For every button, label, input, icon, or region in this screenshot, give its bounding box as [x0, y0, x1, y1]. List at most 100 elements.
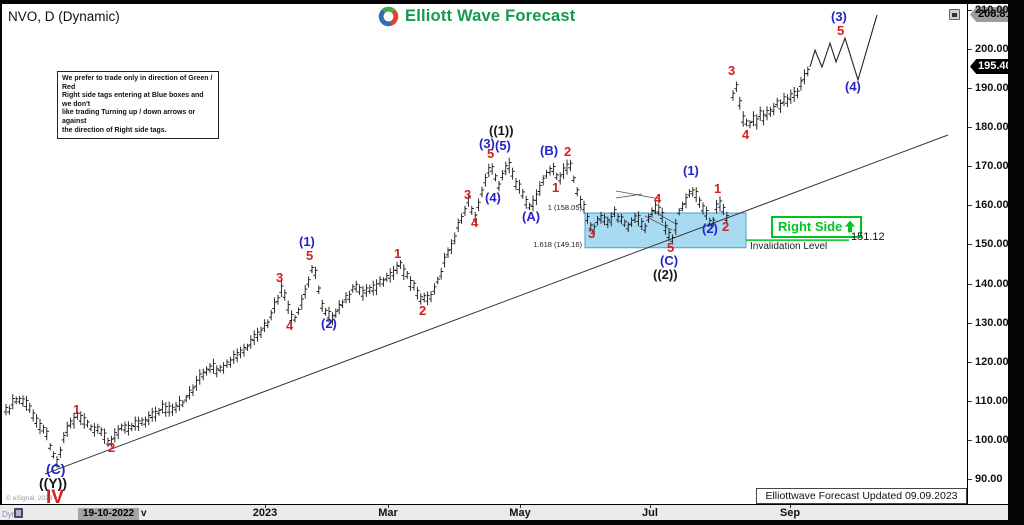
wave-label: (4) — [485, 190, 501, 205]
esignal-copyright: © eSignal, 2023 — [6, 495, 53, 502]
date-tick-label: 2023 — [252, 507, 278, 519]
price-tickmark — [968, 478, 972, 480]
wave-label: (2) — [321, 316, 337, 331]
brand-name: Elliott Wave Forecast — [405, 7, 576, 25]
wave-label: 3 — [728, 63, 736, 78]
wave-label: 5 — [667, 240, 675, 255]
price-tick-label: 200.00 — [975, 43, 1008, 55]
projection-path — [809, 14, 878, 82]
date-axis[interactable]: Dyn 19-10-2022 v 2023 Mar May Jul Sep — [0, 504, 1008, 520]
wave-label: (C) — [46, 461, 66, 477]
price-tickmark — [968, 88, 972, 90]
price-tick-label: 170.00 — [975, 160, 1008, 173]
wave-label: IV — [46, 487, 64, 508]
price-axis[interactable]: 208.81 195.40 210.00 200.00 190.00 180.00 17… — [967, 4, 1008, 504]
wave-label: (1) — [683, 163, 699, 178]
note-line: the direction of Right side tags. — [62, 126, 167, 134]
dyn-button[interactable]: Dyn — [2, 510, 17, 519]
trading-note-box: We prefer to trade only in direction of … — [57, 71, 219, 140]
wave-label: (3) — [479, 136, 495, 151]
date-tickmark — [388, 505, 389, 508]
fib-level-1618-label: 1.618 (149.16) — [533, 240, 582, 249]
wave-label: 3 — [464, 187, 472, 202]
price-tick-label: 210.00 — [975, 4, 1008, 16]
price-tick-label: 90.00 — [975, 472, 1003, 485]
date-tick-label: Sep — [779, 507, 801, 519]
selected-date-tag[interactable]: 19-10-2022 — [78, 508, 139, 520]
brand-swirl-icon — [378, 6, 399, 27]
date-tickmark — [650, 505, 651, 508]
fib-level-1-label: 1 (158.05) — [547, 203, 582, 212]
price-tickmark — [968, 361, 972, 363]
invalidation-label: Invalidation Level — [750, 241, 828, 252]
price-tickmark — [968, 400, 972, 402]
wave-label: ((Y)) — [39, 475, 67, 491]
wave-label: 2 — [419, 303, 427, 318]
note-line: like trading Turning up / down arrows or… — [62, 109, 196, 125]
wave-label: 3 — [588, 226, 596, 241]
dyn-chart-icon[interactable] — [14, 508, 23, 518]
wave-label: 3 — [276, 270, 284, 285]
wave-label: (1) — [299, 234, 315, 249]
up-arrow-icon — [845, 220, 856, 233]
price-tickmark — [968, 283, 972, 285]
date-tickmark — [790, 505, 791, 508]
wave-label: 2 — [722, 219, 730, 234]
wave-label: ((1)) — [489, 123, 514, 138]
invalidation-value: 151.12 — [851, 231, 885, 243]
projected-high-price-tag: 208.81 — [970, 7, 1008, 22]
aux-line — [644, 215, 673, 231]
wave-label: (3) — [831, 9, 847, 24]
brand-logo: Elliott Wave Forecast — [377, 5, 575, 28]
wave-label: 5 — [487, 146, 495, 161]
wave-label: 5 — [837, 23, 845, 38]
wave-label: 4 — [742, 127, 750, 142]
wave-label: 1 — [394, 246, 402, 261]
note-line: We prefer to trade only in direction of … — [62, 75, 213, 91]
chart-tool-icon[interactable] — [949, 9, 960, 20]
right-side-label: Right Side — [778, 219, 843, 234]
price-tick-label: 190.00 — [975, 82, 1008, 95]
price-tickmark — [968, 439, 972, 441]
price-tickmark — [968, 322, 972, 324]
price-tick-label: 140.00 — [975, 277, 1008, 290]
date-tickmark — [520, 505, 521, 508]
right-side-tag: Right Side — [771, 216, 863, 238]
price-tick-label: 150.00 — [975, 238, 1008, 251]
price-tick-label: 100.00 — [975, 433, 1008, 446]
price-bars — [3, 66, 810, 468]
wave-label: (4) — [845, 79, 861, 94]
wave-label: (C) — [660, 253, 679, 268]
note-line: Right side tags entering at Blue boxes a… — [62, 92, 204, 108]
date-tickmark — [265, 505, 266, 508]
price-tick-label: 130.00 — [975, 316, 1008, 329]
wave-label: 5 — [306, 248, 314, 263]
last-price-tag: 195.40 — [970, 59, 1008, 74]
wave-label: 1 — [714, 181, 722, 196]
date-tick-label: May — [509, 507, 531, 519]
wave-label: 2 — [108, 440, 116, 455]
price-tick-label: 110.00 — [975, 394, 1008, 407]
wave-label: (2) — [702, 221, 718, 236]
price-tickmark — [968, 127, 972, 129]
wave-label: 4 — [654, 191, 662, 206]
wave-label: 1 — [552, 180, 560, 195]
wave-label: ((2)) — [653, 267, 678, 282]
wave-label: (B) — [540, 143, 559, 158]
trendline — [44, 134, 949, 475]
price-tick-label: 160.00 — [975, 199, 1008, 212]
aux-line — [615, 193, 643, 199]
partial-month-label: v — [141, 508, 147, 519]
forecast-updated-box: Elliottwave Forecast Updated 09.09.2023 — [756, 488, 967, 504]
price-tickmark — [968, 166, 972, 168]
wave-label: (A) — [522, 209, 541, 224]
price-tick-label: 180.00 — [975, 121, 1008, 134]
price-tickmark — [968, 244, 972, 246]
date-tick-label: Mar — [378, 507, 398, 519]
price-tick-label: 120.00 — [975, 355, 1008, 368]
wave-label: (5) — [495, 138, 511, 153]
wave-label: 2 — [564, 144, 572, 159]
symbol-title: NVO, D (Dynamic) — [8, 9, 120, 24]
